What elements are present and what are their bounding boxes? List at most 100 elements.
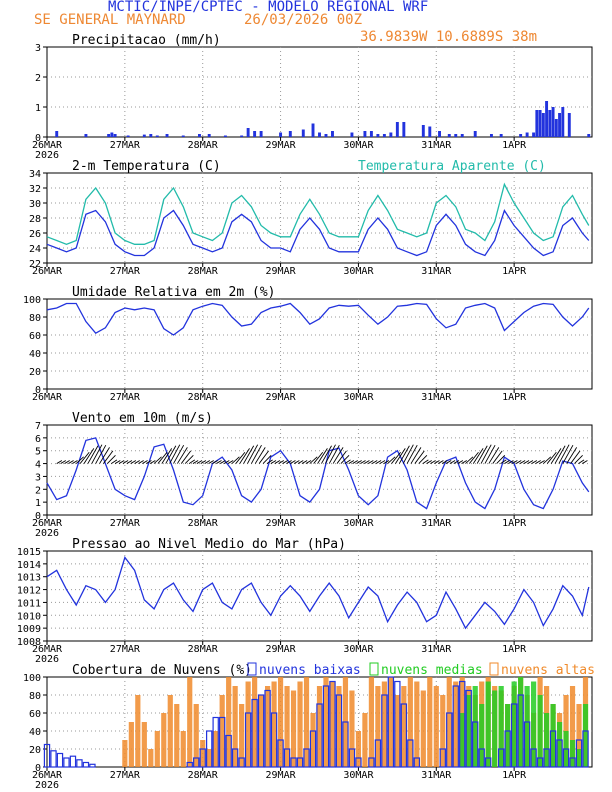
cloud-bar-low [582,730,589,768]
wind-arrow [332,447,344,464]
humidity-day-label: 29MAR [266,392,297,403]
wind-arrow [68,460,74,464]
pressure-series-0 [46,555,590,630]
wind-arrow [146,460,152,464]
cloud-bar-high [213,731,219,767]
precip-day-label: 1APR [502,140,527,151]
precip-bar [55,131,59,137]
wind-arrow [523,460,530,464]
wind-arrow [220,460,226,464]
precip-bar [149,134,153,137]
wind-arrow [250,444,262,464]
legend-high-clouds: nuvens altas [501,663,595,678]
wind-arrow [99,447,110,464]
wind-arrow [438,460,444,464]
clouds-ytick-label: 0 [35,763,41,774]
cloud-bar-low [530,748,537,768]
precip-bar [253,131,257,137]
temp-ytick-label: 24 [29,244,41,255]
cloud-bar-low [231,748,239,768]
precip-bar [395,122,399,137]
cloud-bar-high [277,677,284,767]
cloud-bar-high [446,677,452,767]
precip-bar [311,123,315,137]
cloud-bar-high [193,704,199,767]
wind-arrow [122,460,129,464]
wind-arrow [554,445,566,464]
wind-arrow [519,460,526,464]
cloud-bar-high [440,695,446,767]
wind-arrow [177,447,188,464]
cloud-bar-low [575,739,583,768]
legend-mid-clouds-swatch [369,662,379,676]
cloud-bar-low [50,750,57,768]
wind-arrow [566,447,578,464]
wind-arrow [313,451,324,464]
cloud-bar-low [452,685,459,768]
cloud-bar-low [446,712,453,768]
cloud-bar-low [342,721,349,768]
wind-series-0 [46,437,590,510]
precip-bar [567,113,571,137]
precip-bar [318,132,321,137]
precip-bar [107,134,111,137]
cloud-bar-low [381,694,388,768]
cloud-bar-mid [582,704,589,767]
wind-arrow [173,444,185,464]
cloud-bar-low [329,680,336,768]
humidity-day-label: 31MAR [421,392,452,403]
precip-year-label: 2026 [35,150,59,161]
cloud-bar-high [180,731,186,767]
wind-arrow [539,460,545,464]
precip-bar [438,131,441,137]
temp-ytick-label: 22 [29,259,41,270]
precip-bar [165,134,169,137]
cloud-bar-mid [576,749,582,767]
wind-arrow [138,460,144,464]
wind-arrow [430,460,436,464]
cloud-bar-low [465,689,472,768]
cloud-bar-low [478,748,485,768]
cloud-bar-mid [556,722,563,767]
clouds-day-label: 31MAR [421,770,452,781]
cloud-bar-low [316,703,323,768]
temp-day-label: 29MAR [266,266,297,277]
cloud-bar-low [472,721,479,768]
wind-arrow [169,444,181,464]
cloud-bar-high [323,677,329,767]
cloud-bar-high [148,749,154,767]
cloud-bar-low [459,680,466,768]
humidity-day-label: 1APR [502,392,527,403]
wind-arrow [344,459,351,464]
wind-arrow [465,456,474,464]
cloud-bar-low [439,748,446,768]
cloud-bar-high [232,686,238,767]
cloud-bar-high [128,722,134,767]
cloud-bar-mid [479,704,485,767]
precip-day-label: 30MAR [343,140,374,151]
cloud-bar-high [161,713,167,767]
cloud-bar-high [258,695,264,767]
humidity-ytick-label: 100 [23,295,41,306]
wind-arrow [293,460,300,464]
temp-legend-apparent: Temperatura Aparente (C) [358,159,546,174]
cloud-bar-low [510,703,518,768]
cloud-bar-low [257,694,265,768]
cloud-bar-high [219,695,225,767]
precip-bar [587,134,591,137]
pressure-ytick-label: 1015 [17,547,41,558]
precip-bar [369,131,373,137]
wind-arrow [445,460,452,464]
wind-ytick-label: 5 [35,447,41,458]
pressure-day-label: 30MAR [343,644,374,655]
clouds-title: Cobertura de Nuvens (%) [72,663,252,678]
wind-arrow [60,460,67,464]
precip-bar [198,134,201,137]
clouds-ytick-label: 80 [29,691,41,702]
temp-day-label: 1APR [502,266,527,277]
precip-bar [389,132,393,137]
cloud-bar-low [199,748,206,768]
cloud-bar-high [388,677,394,767]
cloud-bar-low [206,730,213,768]
